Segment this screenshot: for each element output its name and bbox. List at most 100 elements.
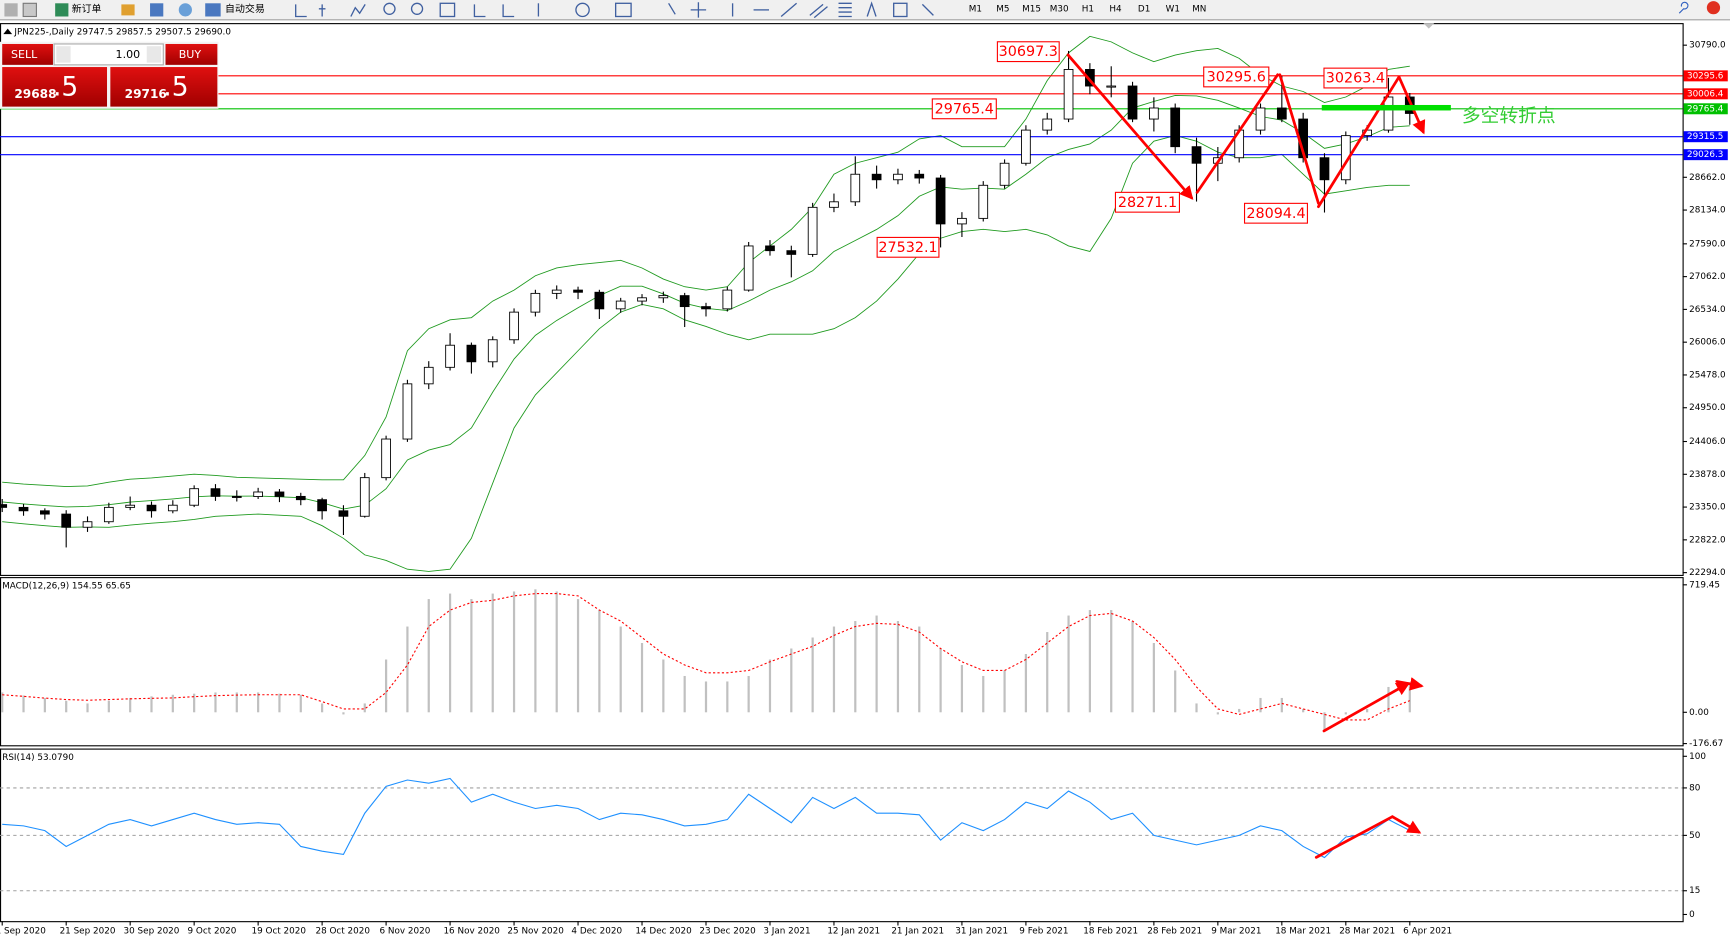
macd-bar [619, 626, 622, 713]
bid-box[interactable] [2, 67, 108, 107]
macd-bar [1366, 708, 1369, 713]
candle-body [1319, 157, 1330, 181]
macd-bar [1408, 684, 1411, 713]
y-tick-label: 24950.0 [1689, 403, 1726, 413]
macd-title: MACD(12,26,9) 154.55 65.65 [2, 581, 131, 591]
macd-bar [43, 697, 46, 713]
notification-icon[interactable] [1706, 1, 1721, 15]
icon[interactable] [350, 4, 366, 17]
auto-trading-label[interactable]: 自动交易 [225, 2, 265, 15]
candle-body [999, 162, 1010, 186]
shift-marker [1423, 23, 1435, 29]
trendline-icon[interactable] [780, 2, 798, 17]
zoom-in-icon[interactable] [383, 2, 396, 15]
candle-body [1383, 96, 1394, 131]
ask-main[interactable]: 29716 [125, 87, 167, 101]
rsi-title: RSI(14) 53.0790 [2, 753, 74, 763]
macd-bar [299, 694, 302, 713]
new-order-label[interactable]: 新订单 [72, 2, 102, 15]
macd-bar [640, 643, 644, 713]
candle-body [18, 506, 29, 512]
level-label-bg [1683, 70, 1728, 82]
icon[interactable] [295, 4, 307, 18]
icon[interactable] [614, 2, 632, 18]
icon[interactable] [439, 2, 456, 18]
macd-bar [512, 591, 516, 713]
zoom-out-icon[interactable] [410, 2, 424, 15]
x-tick-label: 6 Nov 2020 [379, 927, 430, 937]
timeframe-button[interactable]: H1 [1082, 4, 1094, 14]
candle-body [765, 245, 775, 252]
arrow-icon[interactable] [921, 3, 934, 16]
x-tick-label: 12 Jan 2021 [827, 927, 880, 937]
icon[interactable] [178, 3, 192, 17]
candle-body [0, 504, 8, 508]
icon[interactable] [121, 4, 135, 16]
candle-body [701, 306, 711, 310]
timeframe-button[interactable]: M1 [969, 4, 982, 14]
buy-button[interactable] [165, 43, 218, 65]
toolbar-bg [0, 0, 1730, 20]
timeframe-button[interactable]: M30 [1050, 4, 1069, 14]
sell-label[interactable]: SELL [11, 48, 38, 61]
icon[interactable] [4, 3, 18, 17]
candle-body [829, 201, 839, 208]
level-label: 29026.3 [1687, 150, 1723, 160]
macd-bar [1280, 697, 1283, 713]
volume-down[interactable] [56, 46, 71, 63]
bid-fraction[interactable]: .5 [53, 71, 78, 102]
x-tick-label: 28 Feb 2021 [1147, 927, 1202, 937]
macd-bar [1088, 610, 1091, 713]
level-label: 29765.4 [1687, 104, 1724, 114]
label-icon[interactable] [893, 2, 908, 18]
y-tick-label: 15 [1689, 886, 1700, 896]
collapse-icon[interactable] [3, 28, 13, 35]
icon[interactable] [150, 3, 164, 17]
macd-bar [278, 693, 281, 713]
timeframe-button[interactable]: M5 [996, 4, 1009, 14]
ask-box[interactable] [110, 67, 218, 107]
icon[interactable] [575, 2, 590, 18]
text-icon[interactable] [866, 1, 877, 17]
icon[interactable] [318, 4, 326, 17]
auto-trading-icon[interactable] [205, 3, 221, 17]
channel-icon[interactable] [809, 3, 828, 19]
volume-up[interactable] [146, 46, 162, 63]
level-label-bg [1683, 149, 1728, 161]
macd-bar [534, 589, 537, 713]
sell-button[interactable] [2, 43, 53, 65]
macd-bar [1110, 610, 1113, 713]
search-icon[interactable] [1678, 1, 1689, 14]
timeframe-button[interactable]: MN [1192, 4, 1206, 14]
macd-bar [448, 593, 452, 713]
bid-main[interactable]: 29688 [14, 87, 56, 101]
icon[interactable] [473, 4, 486, 18]
volume-value[interactable]: 1.00 [116, 48, 141, 61]
timeframe-button[interactable]: W1 [1166, 4, 1180, 14]
y-tick-label: 80 [1689, 783, 1701, 793]
cursor-icon[interactable] [668, 2, 676, 15]
y-tick-label: 719.45 [1689, 580, 1720, 590]
price-annotation-box [1243, 202, 1308, 224]
icon[interactable] [22, 2, 37, 18]
icon[interactable] [502, 4, 515, 18]
timeframe-button[interactable]: D1 [1138, 4, 1150, 14]
timeframe-button[interactable]: M15 [1022, 4, 1041, 14]
timeframe-button[interactable]: H4 [1109, 4, 1122, 14]
candle-body [1191, 146, 1202, 164]
volume-input[interactable] [53, 43, 164, 66]
buy-label[interactable]: BUY [179, 48, 202, 61]
arrow [1314, 815, 1394, 859]
crosshair-icon[interactable] [690, 2, 707, 18]
x-tick-label: 18 Mar 2021 [1275, 927, 1331, 937]
candle-body [679, 295, 690, 308]
ask-fraction[interactable]: .5 [163, 71, 188, 102]
macd-bar [150, 696, 153, 713]
macd-bar [982, 675, 985, 713]
candle-body [594, 291, 605, 310]
candle-body [359, 477, 370, 517]
fibo-icon[interactable] [838, 2, 852, 18]
arrow [1391, 815, 1422, 834]
y-tick-label: 50 [1689, 831, 1701, 841]
new-order-icon[interactable] [55, 3, 69, 17]
